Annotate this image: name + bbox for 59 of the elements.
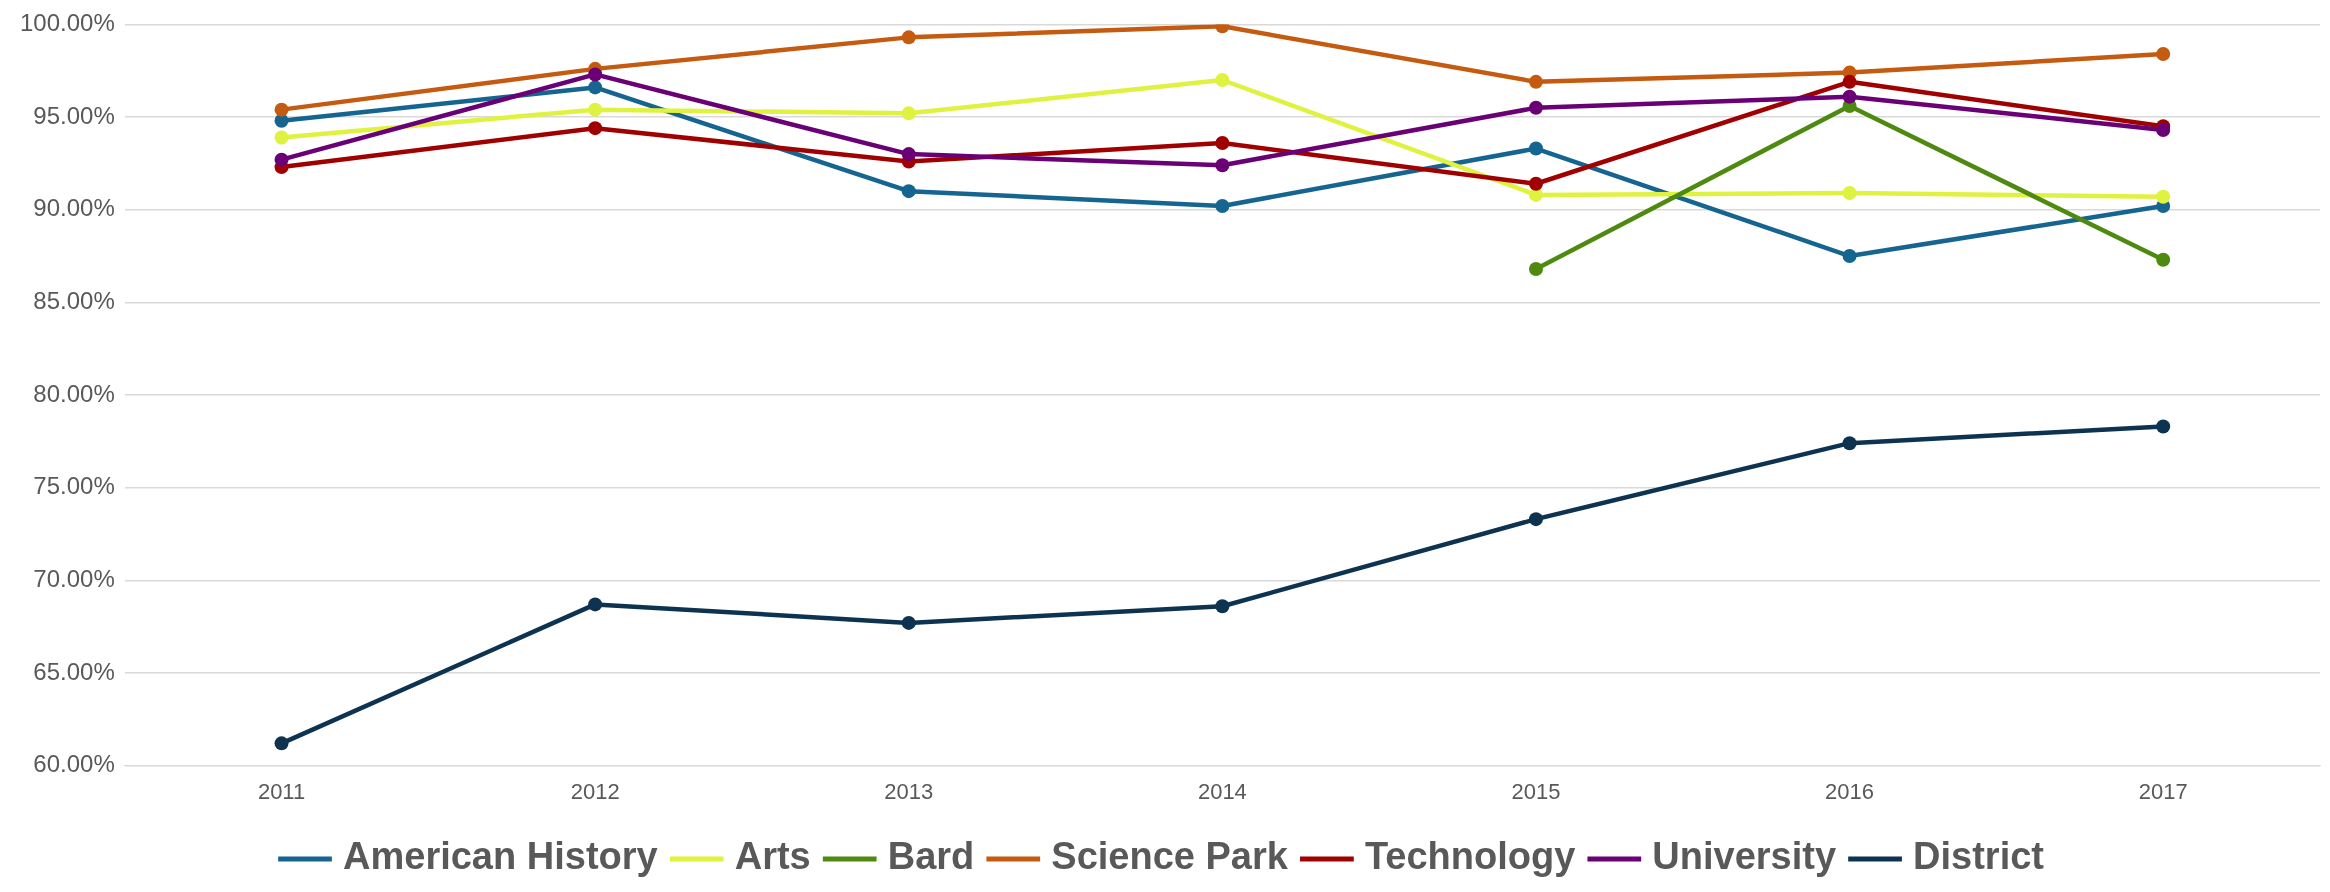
point <box>1842 74 1857 89</box>
y-tick-label: 100.00% <box>20 9 115 37</box>
point <box>1528 74 1543 89</box>
y-tick-label: 65.00% <box>33 657 115 685</box>
point <box>588 67 603 82</box>
point <box>588 102 603 117</box>
point <box>588 597 603 612</box>
point <box>588 121 603 136</box>
y-tick-label: 85.00% <box>33 286 115 314</box>
point <box>588 80 603 95</box>
x-tick-label: 2015 <box>1511 778 1561 804</box>
y-tick-label: 80.00% <box>33 379 115 407</box>
point <box>901 30 916 45</box>
point <box>1215 599 1230 614</box>
point <box>1215 158 1230 173</box>
x-tick-label: 2016 <box>1825 778 1875 804</box>
legend-label: American History <box>343 835 658 878</box>
x-tick-label: 2012 <box>570 778 620 804</box>
point <box>2156 189 2171 204</box>
point <box>901 615 916 630</box>
legend-label: Arts <box>734 835 811 878</box>
point <box>1215 135 1230 150</box>
point <box>1528 262 1543 276</box>
point <box>1842 249 1857 264</box>
point <box>2156 123 2171 138</box>
point <box>274 102 289 117</box>
point <box>901 147 916 162</box>
point <box>1842 436 1857 451</box>
point <box>1528 176 1543 191</box>
x-tick-label: 2017 <box>2138 778 2188 804</box>
y-tick-label: 70.00% <box>33 564 115 592</box>
x-tick-label: 2013 <box>884 778 934 804</box>
point <box>1842 186 1857 201</box>
y-tick-label: 90.00% <box>33 194 115 222</box>
point <box>1528 187 1543 202</box>
point <box>1528 512 1543 527</box>
x-tick-label: 2014 <box>1197 778 1247 804</box>
point <box>2156 47 2171 62</box>
x-tick-label: 2011 <box>257 778 306 804</box>
point <box>901 184 916 199</box>
point <box>2156 419 2171 434</box>
point <box>1215 198 1230 213</box>
y-tick-label: 60.00% <box>33 750 115 778</box>
legend-label: Bard <box>887 835 975 878</box>
point <box>274 736 289 751</box>
point <box>901 106 916 121</box>
point <box>274 152 289 167</box>
y-tick-label: 75.00% <box>33 472 115 500</box>
point <box>1528 100 1543 115</box>
legend-label: University <box>1652 835 1837 878</box>
point <box>274 130 289 145</box>
point <box>1215 72 1230 87</box>
point <box>1842 89 1857 104</box>
legend-label: Technology <box>1364 835 1576 878</box>
point <box>1528 141 1543 156</box>
legend-label: Science Park <box>1051 835 1289 878</box>
y-tick-label: 95.00% <box>33 101 115 129</box>
legend-label: District <box>1913 835 2045 878</box>
point <box>2156 252 2171 267</box>
